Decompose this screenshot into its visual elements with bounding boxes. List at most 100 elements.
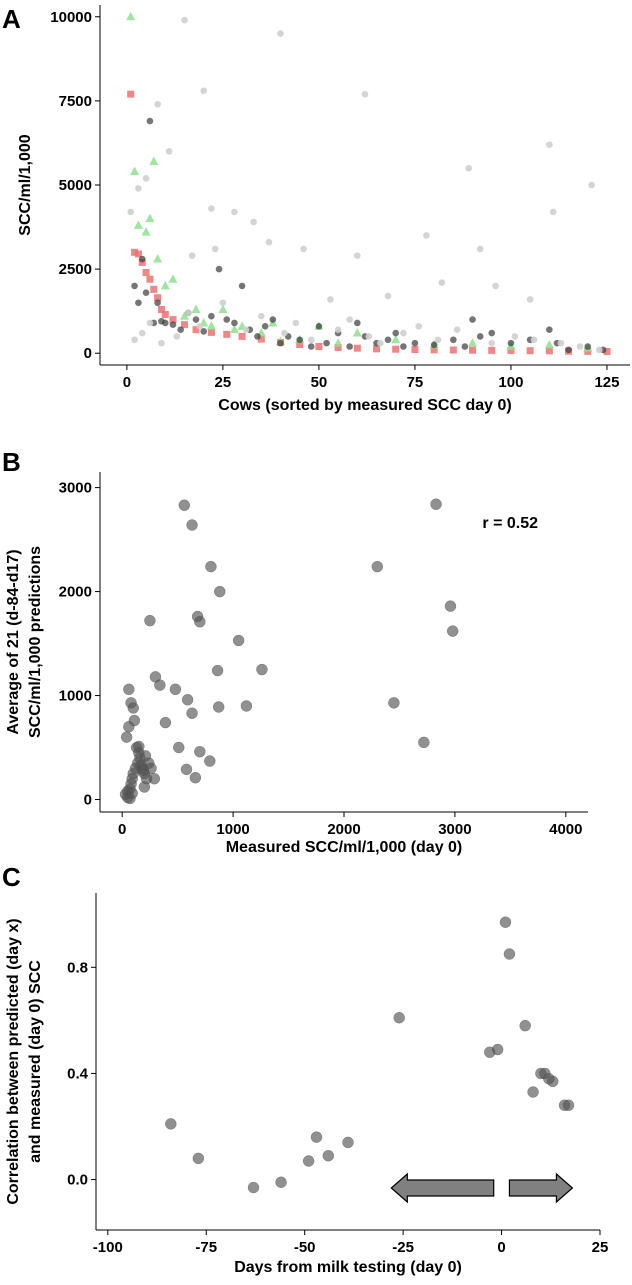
data-point: [488, 339, 496, 347]
y-tick-label: 0: [84, 792, 92, 809]
data-point: [139, 750, 152, 762]
data-point-square: [392, 345, 400, 353]
data-point: [377, 339, 384, 347]
data-point: [146, 319, 154, 327]
x-tick-label: -50: [294, 1239, 316, 1256]
data-point: [371, 560, 384, 573]
data-point: [127, 702, 140, 714]
y-tick-label: 0.8: [67, 959, 88, 976]
data-point: [275, 1176, 287, 1188]
data-point: [526, 296, 534, 303]
data-point-square: [223, 330, 231, 338]
data-point: [576, 343, 584, 350]
data-point: [127, 208, 135, 216]
x-tick-label: 0: [118, 821, 126, 838]
data-point: [400, 329, 407, 337]
y-tick-label: 2000: [59, 584, 92, 601]
data-point-square: [131, 248, 139, 256]
data-point: [546, 326, 553, 333]
data-point: [165, 148, 173, 155]
data-point: [277, 30, 284, 37]
data-point: [511, 333, 519, 340]
data-point: [177, 326, 184, 333]
x-tick-label: 0: [123, 374, 131, 391]
data-point: [223, 316, 231, 323]
data-point: [261, 323, 269, 330]
data-point: [154, 299, 161, 307]
data-point: [584, 343, 592, 350]
data-point: [194, 745, 206, 758]
x-tick-label: 3000: [438, 821, 471, 838]
data-point: [300, 245, 307, 253]
data-point: [128, 714, 141, 727]
data-point-triangle: [468, 338, 478, 347]
x-axis-title: Measured SCC/ml/1,000 (day 0): [226, 839, 463, 856]
panel-b: B0 1000 2000 3000 40000100020003000Measured …: [2, 447, 588, 856]
data-point: [126, 787, 138, 800]
data-point-square: [150, 285, 158, 293]
data-point: [549, 208, 557, 216]
data-point: [154, 100, 161, 108]
arrow-right-icon: [508, 1172, 574, 1204]
data-point: [204, 755, 216, 767]
data-point-square: [469, 346, 477, 354]
data-point: [131, 282, 138, 290]
series-circle: [127, 16, 603, 354]
x-tick-label: 25: [215, 374, 232, 391]
data-point: [302, 1155, 315, 1167]
data-point: [135, 185, 142, 192]
data-point: [346, 343, 353, 350]
panel-letter: B: [2, 447, 21, 477]
data-point-triangle: [229, 324, 239, 334]
data-point: [169, 321, 177, 328]
x-axis-title: Days from milk testing (day 0): [234, 1259, 462, 1276]
panel-a: A 0 25 50 75 100 125 0 2500 5000 7500 10000 Cows (so…: [2, 4, 630, 414]
data-point: [123, 683, 135, 696]
data-point: [165, 1118, 177, 1130]
data-point: [120, 731, 133, 743]
data-point: [181, 693, 194, 706]
x-tick-label: 25: [592, 1239, 609, 1256]
data-point-square: [315, 342, 323, 350]
data-point-triangle: [544, 339, 554, 349]
data-point: [188, 252, 196, 259]
y-axis-title: SCC/ml/1,000: [17, 134, 34, 235]
data-point: [219, 299, 227, 307]
series-circle: [165, 916, 575, 1194]
data-point-square: [296, 340, 304, 348]
data-point-triangle: [333, 338, 343, 347]
y-tick-label: 7500: [59, 93, 92, 110]
data-point: [546, 141, 553, 148]
data-point: [446, 625, 459, 637]
data-point-square: [138, 258, 146, 266]
data-point: [450, 336, 457, 344]
data-point-square: [238, 332, 246, 340]
data-point: [146, 117, 154, 125]
data-point: [310, 1131, 323, 1143]
data-point-triangle: [133, 220, 143, 229]
data-point: [469, 316, 476, 323]
data-point: [180, 763, 193, 776]
data-point: [256, 663, 268, 676]
data-point-square: [154, 294, 162, 302]
data-point: [411, 339, 419, 347]
data-point-square: [127, 90, 135, 98]
data-point: [254, 333, 261, 340]
data-point: [418, 736, 430, 749]
y-axis-title-line: and measured (day 0) SCC: [27, 960, 44, 1163]
data-point: [232, 634, 245, 647]
data-point: [491, 1043, 504, 1056]
data-point: [400, 343, 407, 350]
data-point: [361, 90, 369, 98]
data-point: [384, 336, 392, 344]
x-tick-label: 0: [497, 1239, 505, 1256]
data-point: [208, 312, 215, 320]
data-point: [588, 181, 595, 189]
y-tick-label: 10000: [50, 9, 92, 26]
data-point-square: [180, 321, 188, 329]
data-point: [192, 316, 200, 323]
data-point-triangle: [149, 156, 159, 165]
data-point: [269, 316, 277, 323]
correlation-annotation: r = 0.52: [482, 515, 538, 532]
